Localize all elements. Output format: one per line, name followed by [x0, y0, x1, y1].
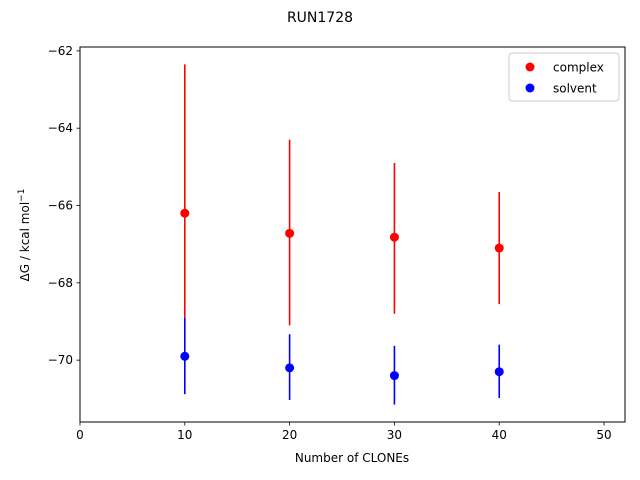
solvent-point — [180, 351, 190, 361]
chart-title: RUN1728 — [287, 10, 353, 26]
y-tick-label: −66 — [48, 199, 73, 213]
legend-label-complex: complex — [553, 61, 604, 75]
complex-point — [389, 232, 399, 242]
complex-point — [285, 228, 295, 238]
series-solvent — [180, 317, 504, 405]
solvent-point — [494, 367, 504, 377]
y-tick-label: −62 — [48, 44, 73, 58]
legend-marker-complex — [525, 62, 535, 72]
legend-box — [508, 52, 620, 102]
x-axis-ticks: 0 10 20 30 40 50 — [76, 422, 612, 442]
y-axis-label: ΔG / kcal mol−1 — [17, 189, 32, 282]
x-tick-label: 50 — [596, 428, 611, 442]
complex-point — [494, 243, 504, 253]
x-tick-label: 0 — [76, 428, 84, 442]
x-tick-label: 10 — [177, 428, 192, 442]
solvent-point — [285, 363, 295, 373]
y-axis-label-superscript: −1 — [17, 189, 27, 202]
y-tick-label: −64 — [48, 121, 73, 135]
legend: complex solvent — [508, 52, 620, 102]
y-tick-label: −68 — [48, 276, 73, 290]
x-tick-label: 20 — [282, 428, 297, 442]
x-tick-label: 30 — [387, 428, 402, 442]
x-axis-label: Number of CLONEs — [295, 451, 409, 465]
plot-area: 0 10 20 30 40 50 −70 −68 −66 −64 −62 — [48, 44, 626, 442]
x-tick-label: 40 — [492, 428, 507, 442]
complex-point — [180, 208, 190, 218]
y-tick-label: −70 — [48, 353, 73, 367]
y-axis-ticks: −70 −68 −66 −64 −62 — [48, 44, 80, 367]
legend-marker-solvent — [525, 83, 535, 93]
axes-frame — [79, 46, 626, 423]
series-complex — [180, 64, 504, 326]
data-marks — [180, 64, 504, 405]
solvent-point — [389, 371, 399, 381]
legend-label-solvent: solvent — [553, 82, 597, 96]
y-axis-label-text: ΔG / kcal mol — [18, 202, 32, 282]
